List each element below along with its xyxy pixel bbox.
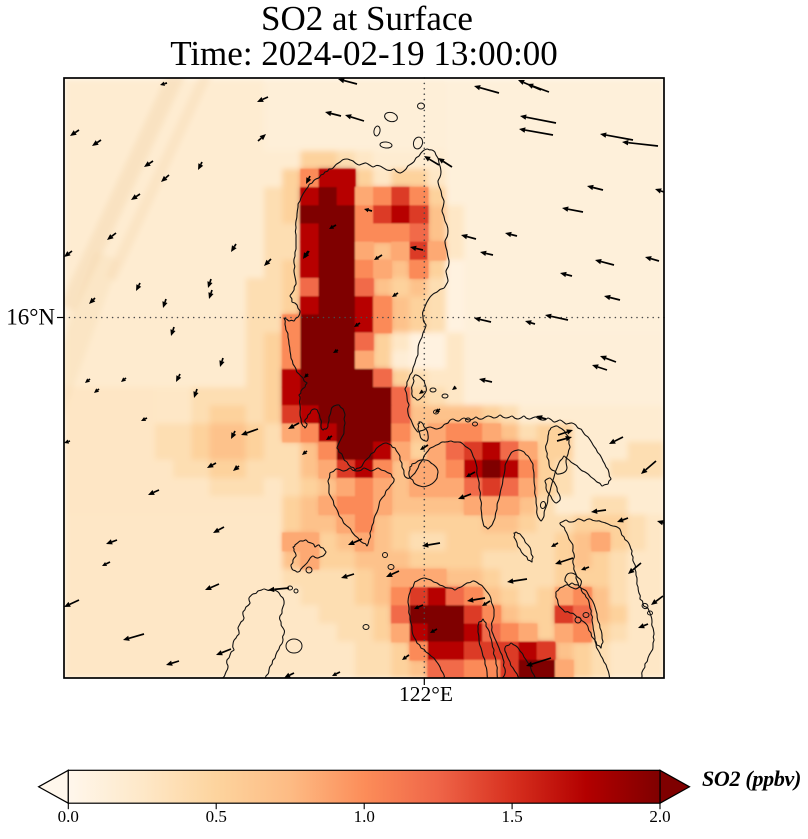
svg-text:Time: 2024-02-19 13:00:00: Time: 2024-02-19 13:00:00: [170, 34, 558, 73]
svg-text:0.0: 0.0: [58, 807, 79, 826]
svg-text:1.5: 1.5: [501, 807, 522, 826]
svg-text:SO2 (ppbv): SO2 (ppbv): [702, 766, 801, 791]
svg-text:SO2 at Surface: SO2 at Surface: [261, 0, 473, 38]
svg-text:2.0: 2.0: [649, 807, 670, 826]
svg-text:0.5: 0.5: [206, 807, 227, 826]
svg-text:16°N: 16°N: [6, 305, 55, 330]
svg-text:122°E: 122°E: [399, 682, 453, 706]
svg-text:1.0: 1.0: [354, 807, 375, 826]
